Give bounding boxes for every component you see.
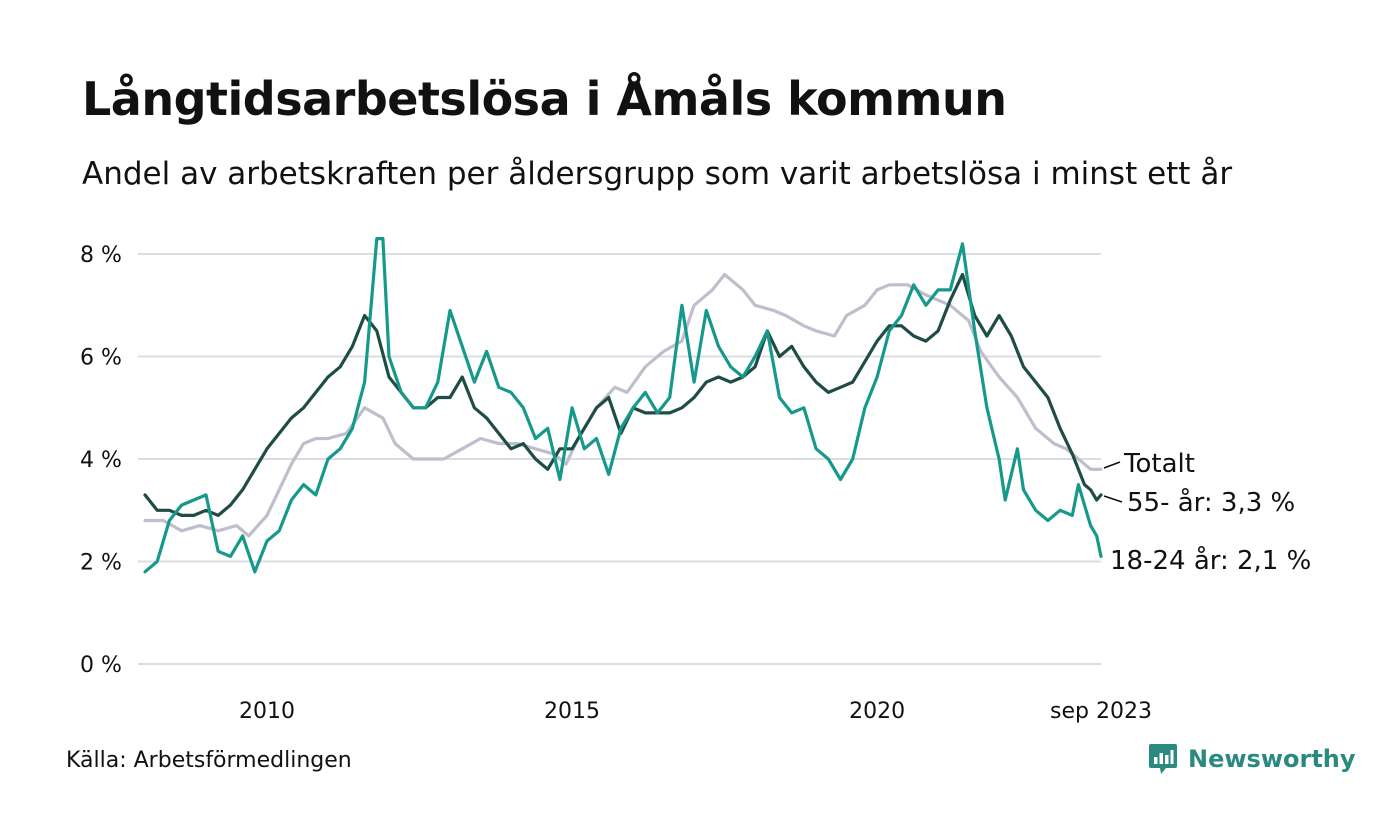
source-note: Källa: Arbetsförmedlingen (66, 748, 352, 773)
x-tick-label: 2020 (849, 699, 905, 724)
series-line-2 (143, 237, 1103, 574)
series-end-labels: Totalt 55- år: 3,3 % 18-24 år: 2,1 % (1103, 449, 1311, 576)
y-tick-label: 4 % (80, 448, 122, 473)
y-axis-ticks: 0 % 2 % 4 % 6 % 8 % (80, 243, 122, 678)
x-axis-ticks: 2010 2015 2020 sep 2023 (239, 699, 1152, 724)
end-label-leader (1103, 461, 1121, 469)
series-end-label: Totalt (1123, 449, 1195, 479)
x-tick-label: sep 2023 (1050, 699, 1152, 724)
y-tick-label: 6 % (80, 346, 122, 371)
newsworthy-logo-icon (1149, 744, 1177, 774)
y-tick-label: 0 % (80, 653, 122, 678)
x-tick-label: 2010 (239, 699, 295, 724)
y-tick-label: 2 % (80, 551, 122, 576)
series-lines (143, 237, 1103, 574)
series-end-label: 55- år: 3,3 % (1127, 487, 1295, 518)
chart-subtitle: Andel av arbetskraften per åldersgrupp s… (82, 156, 1233, 192)
y-tick-label: 8 % (80, 243, 122, 268)
end-label-leader (1103, 495, 1123, 503)
brand-name: Newsworthy (1188, 745, 1356, 773)
series-end-label: 18-24 år: 2,1 % (1110, 545, 1311, 576)
grid-lines (138, 253, 1101, 665)
brand-logo[interactable]: Newsworthy (1148, 742, 1356, 776)
x-tick-label: 2015 (544, 699, 600, 724)
series-line-0 (143, 272, 1103, 538)
chart-title: Långtidsarbetslösa i Åmåls kommun (82, 72, 1007, 126)
